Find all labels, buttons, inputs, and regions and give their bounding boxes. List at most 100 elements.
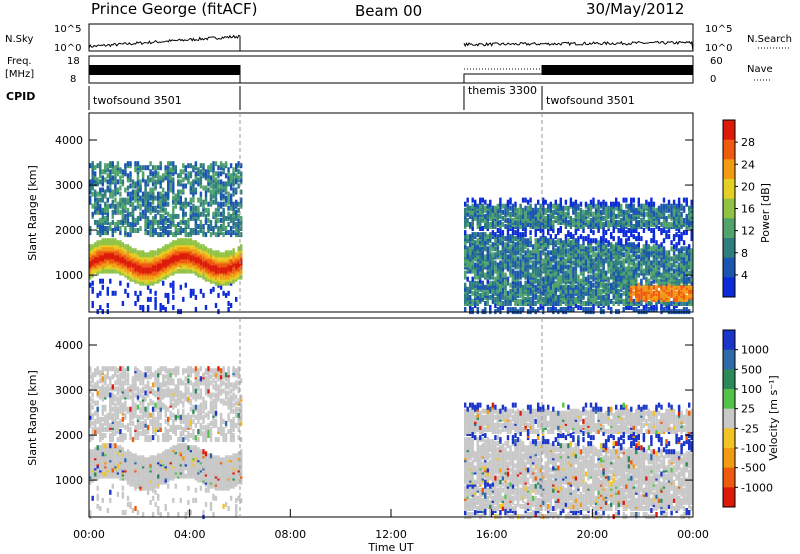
heatmap-cell — [474, 240, 477, 246]
heatmap-cell — [209, 254, 213, 260]
heatmap-cell — [476, 307, 479, 312]
heatmap-cell — [464, 230, 467, 236]
heatmap-cell — [574, 268, 578, 274]
heatmap-cell — [594, 203, 598, 209]
heatmap-cell — [642, 207, 646, 213]
heatmap-cell — [484, 260, 487, 266]
heatmap-cell — [615, 250, 618, 256]
heatmap-cell — [129, 195, 132, 201]
heatmap-cell — [199, 163, 203, 169]
heatmap-cell — [650, 222, 653, 227]
heatmap-cell — [471, 290, 474, 296]
heatmap-cell — [529, 301, 532, 306]
heatmap-cell — [179, 169, 182, 175]
heatmap-cell — [574, 199, 578, 205]
heatmap-cell — [151, 205, 155, 211]
heatmap-cell — [630, 266, 633, 272]
heatmap-cell — [219, 179, 223, 185]
heatmap-cell — [111, 219, 114, 225]
heatmap-cell — [637, 282, 640, 288]
heatmap-cell — [219, 187, 223, 193]
heatmap-cell — [569, 197, 573, 203]
heatmap-cell — [604, 270, 608, 276]
beam-title: Beam 00 — [355, 2, 422, 20]
heatmap-cell — [94, 171, 97, 177]
heatmap-cell — [667, 228, 671, 233]
heatmap-cell — [214, 189, 218, 195]
heatmap-cell — [677, 240, 681, 246]
heatmap-cell — [645, 203, 648, 209]
heatmap-cell — [537, 215, 540, 221]
heatmap-cell — [587, 262, 590, 268]
heatmap-cell — [144, 209, 147, 215]
heatmap-cell — [564, 199, 568, 205]
heatmap-cell — [599, 280, 603, 286]
heatmap-cell — [479, 232, 482, 238]
heatmap-cell — [637, 205, 640, 211]
heatmap-cell — [237, 246, 240, 252]
heatmap-cell — [577, 203, 580, 209]
heatmap-cell — [144, 203, 147, 209]
heatmap-cell — [192, 179, 195, 185]
heatmap-cell — [106, 211, 109, 217]
heatmap-cell — [499, 286, 502, 292]
heatmap-cell — [670, 301, 673, 306]
heatmap-cell — [199, 211, 203, 217]
heatmap-cell — [504, 242, 507, 248]
heatmap-cell — [126, 185, 130, 191]
heatmap-cell — [189, 288, 193, 294]
heatmap-cell — [632, 280, 635, 286]
heatmap-cell — [537, 256, 540, 262]
heatmap-cell — [677, 201, 681, 207]
heatmap-cell — [501, 305, 505, 310]
heatmap-cell — [119, 179, 122, 185]
heatmap-cell — [227, 171, 230, 177]
heatmap-cell — [179, 219, 182, 225]
heatmap-cell — [557, 294, 560, 300]
heatmap-cell — [474, 301, 477, 306]
heatmap-cell — [139, 165, 142, 171]
heatmap-cell — [217, 187, 220, 193]
heatmap-cell — [177, 173, 180, 179]
heatmap-cell — [504, 294, 507, 300]
heatmap-cell — [99, 179, 102, 185]
heatmap-cell — [167, 244, 170, 250]
heatmap-cell — [189, 209, 193, 215]
heatmap-cell — [227, 195, 230, 201]
heatmap-cell — [627, 228, 630, 233]
heatmap-cell — [101, 224, 104, 229]
heatmap-cell — [549, 213, 552, 219]
heatmap-cell — [599, 268, 603, 274]
heatmap-cell — [564, 258, 568, 264]
heatmap-cell — [164, 244, 167, 250]
heatmap-cell — [567, 284, 570, 290]
heatmap-cell — [486, 209, 489, 215]
heatmap-cell — [227, 211, 230, 217]
heatmap-cell — [504, 217, 507, 223]
heatmap-cell — [632, 270, 635, 276]
heatmap-cell — [589, 228, 593, 233]
heatmap-cell — [531, 301, 535, 306]
heatmap-cell — [232, 266, 235, 272]
heatmap-cell — [589, 203, 593, 209]
heatmap-cell — [572, 244, 575, 250]
heatmap-cell — [637, 296, 640, 302]
heatmap-cell — [479, 246, 482, 252]
heatmap-cell — [617, 292, 620, 298]
heatmap-cell — [672, 203, 676, 209]
heatmap-cell — [655, 260, 658, 266]
nsearch-label: N.Search — [747, 34, 792, 45]
heatmap-cell — [567, 219, 570, 225]
heatmap-cell — [642, 284, 646, 290]
heatmap-cell — [524, 296, 527, 302]
heatmap-cell — [587, 238, 590, 244]
heatmap-cell — [119, 230, 122, 236]
heatmap-cell — [89, 185, 92, 191]
heatmap-cell — [484, 301, 487, 306]
heatmap-cell — [174, 213, 177, 219]
heatmap-cell — [604, 207, 608, 213]
heatmap-cell — [481, 240, 484, 246]
heatmap-cell — [637, 242, 640, 248]
heatmap-cell — [199, 288, 203, 294]
